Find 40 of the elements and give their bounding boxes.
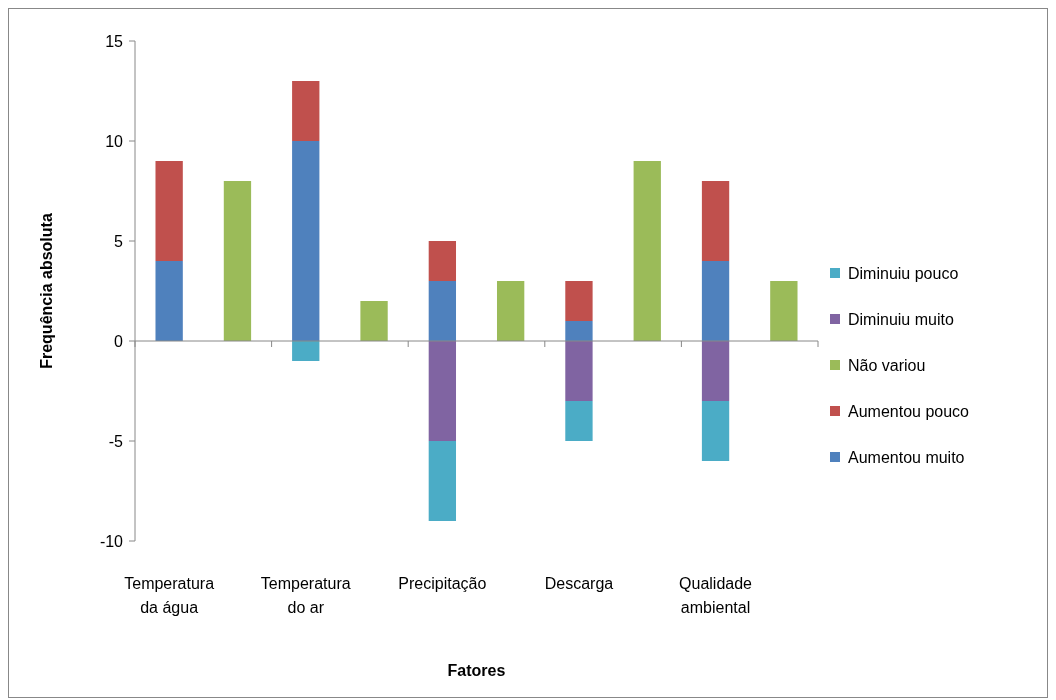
bar — [701, 401, 730, 461]
bar — [701, 181, 730, 261]
legend-label: Diminuiu pouco — [848, 264, 959, 282]
x-tick-label: Descarga — [544, 575, 614, 592]
bar — [360, 301, 388, 341]
bar — [292, 81, 320, 141]
x-tick-label: Precipitação — [398, 575, 487, 592]
bar — [565, 341, 593, 401]
bar — [633, 161, 661, 341]
legend-label: Não variou — [848, 356, 926, 374]
y-tick-label: -5 — [108, 432, 124, 450]
bar — [565, 281, 593, 321]
bar — [292, 141, 320, 341]
x-tick-label: Temperatura do ar — [260, 575, 351, 616]
legend-label: Aumentou pouco — [848, 402, 970, 420]
bar — [496, 281, 525, 341]
bar — [565, 321, 593, 341]
y-tick-label: 15 — [105, 32, 124, 50]
bar — [428, 241, 457, 281]
bar — [292, 341, 320, 361]
bar — [155, 261, 183, 341]
bar — [428, 341, 457, 441]
legend-label: Aumentou muito — [848, 448, 965, 466]
bar — [701, 341, 730, 401]
y-tick-label: 10 — [105, 132, 124, 150]
y-tick-label: -10 — [99, 532, 124, 550]
bar — [770, 281, 798, 341]
bar — [565, 401, 593, 441]
y-tick-label: 5 — [114, 232, 124, 250]
x-tick-label: Qualidade ambiental — [679, 575, 753, 616]
legend-label: Diminuiu muito — [848, 310, 954, 328]
y-tick-label: 0 — [114, 332, 124, 350]
bar — [155, 161, 183, 261]
bar — [428, 441, 457, 521]
bar — [223, 181, 252, 341]
x-axis-title: Fatores — [447, 662, 506, 679]
bar — [701, 261, 730, 341]
y-axis-title: Frequência absoluta — [38, 213, 55, 369]
bar — [428, 281, 457, 341]
x-tick-label: Temperatura da água — [124, 575, 215, 616]
